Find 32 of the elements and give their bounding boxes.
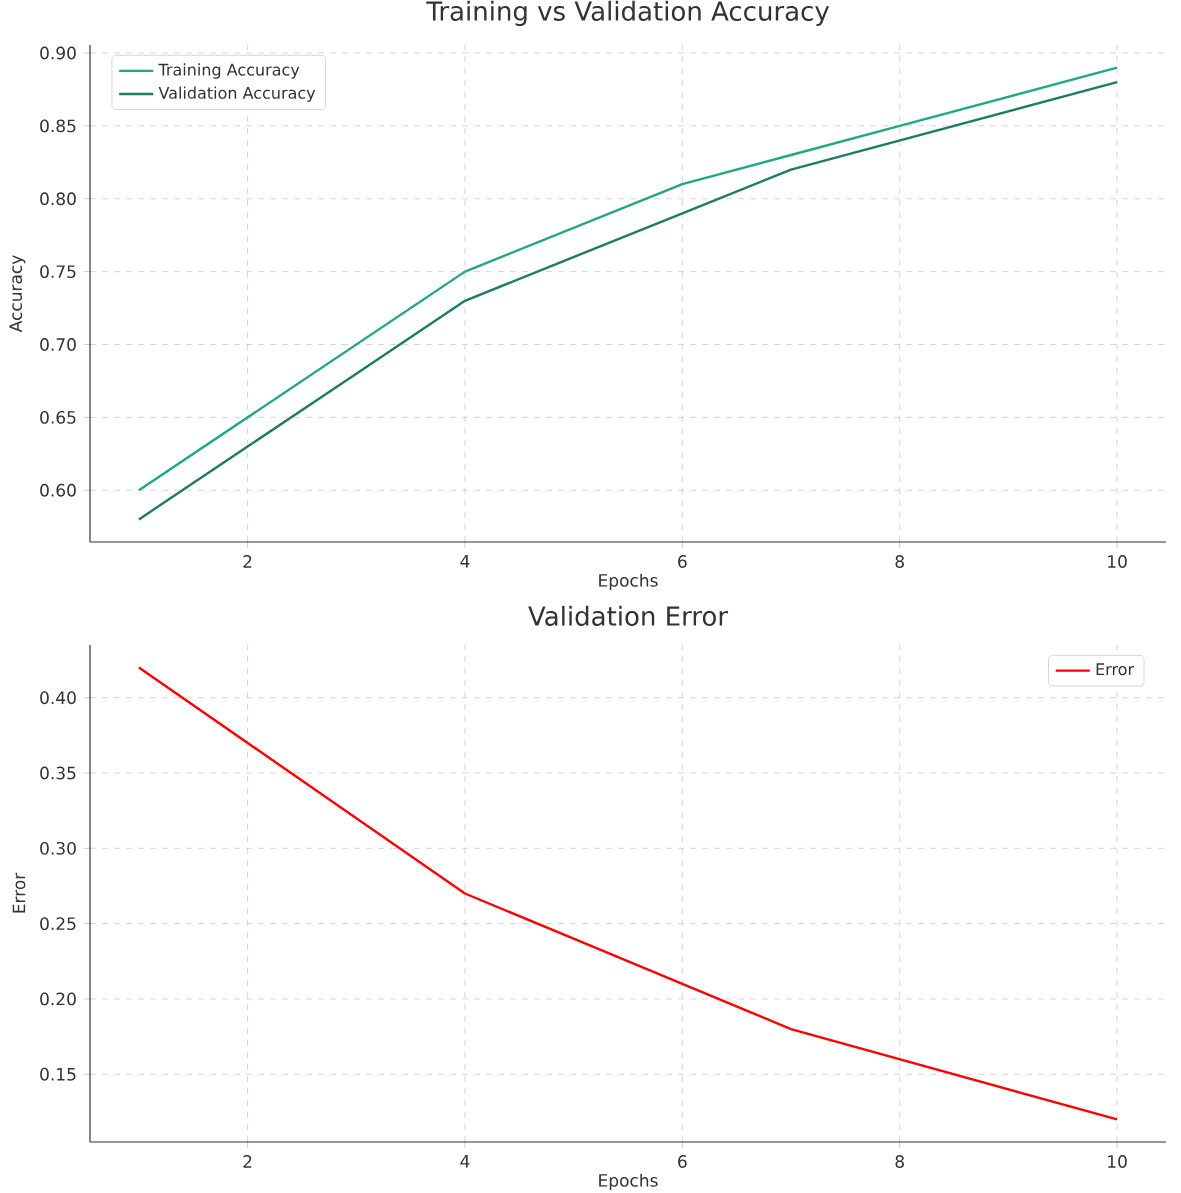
y-tick-label: 0.75 xyxy=(40,265,76,279)
y-axis-title: Error xyxy=(12,872,26,913)
y-tick-label: 0.40 xyxy=(40,691,76,705)
y-tick-label: 0.70 xyxy=(40,338,76,351)
y-tick-label: 0.25 xyxy=(40,917,76,931)
x-tick-label: 10 xyxy=(1108,555,1127,568)
y-tick-label: 0.85 xyxy=(40,119,76,133)
y-tick-label: 0.30 xyxy=(40,841,76,855)
x-tick-label: 6 xyxy=(678,1155,687,1168)
x-tick-label: 10 xyxy=(1108,1155,1127,1168)
legend-label: Error xyxy=(1096,663,1135,676)
y-tick-label: 0.60 xyxy=(40,483,76,497)
y-tick-label: 0.80 xyxy=(40,192,76,206)
x-tick-label: 4 xyxy=(460,555,470,568)
x-tick-label: 4 xyxy=(460,1155,470,1168)
y-tick-label: 0.65 xyxy=(40,410,76,424)
x-axis-title: Epochs xyxy=(599,1173,658,1191)
x-tick-label: 6 xyxy=(678,555,687,568)
x-tick-label: 2 xyxy=(243,1155,252,1168)
y-tick-label: 0.20 xyxy=(40,992,76,1006)
x-axis-title: Epochs xyxy=(599,573,658,591)
x-tick-label: 8 xyxy=(895,1155,904,1168)
chart-title: Training vs Validation Accuracy xyxy=(426,0,830,26)
y-tick-label: 0.15 xyxy=(40,1067,76,1081)
legend-label: Training Accuracy xyxy=(158,63,300,79)
y-axis-title: Accuracy xyxy=(9,255,26,333)
y-tick-label: 0.90 xyxy=(40,46,76,60)
x-tick-label: 2 xyxy=(243,555,252,568)
y-tick-label: 0.35 xyxy=(40,766,76,780)
x-tick-label: 8 xyxy=(895,555,904,568)
chart-title: Validation Error xyxy=(528,605,729,626)
legend-label: Validation Accuracy xyxy=(158,86,316,102)
